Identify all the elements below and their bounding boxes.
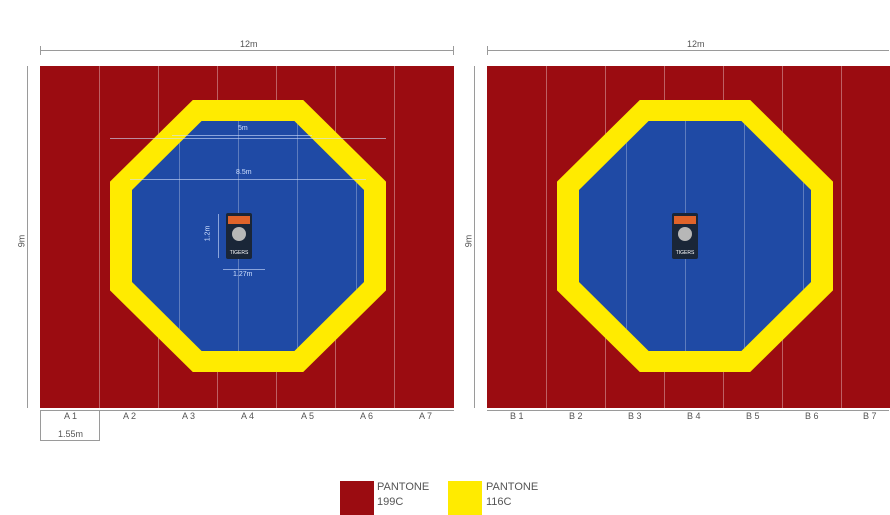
logo-text: TIGERS [229,250,249,256]
logo-banner [228,216,250,224]
strip-label: B 5 [746,411,760,421]
strip-label: A 3 [182,411,196,421]
strip-label: B 6 [805,411,819,421]
inner-dimension-line [110,138,386,139]
strip-label: B 4 [687,411,701,421]
inner-dimension-line [172,135,312,136]
court-panel-a: 5m 8.5m 1.2m 1.27m TIGERS [40,66,454,408]
legend-line1: PANTONE [486,481,539,493]
strip-label: B 3 [628,411,642,421]
logo-height-dimension: 1.2m [204,225,212,242]
strip-label: A 7 [419,411,433,421]
tigers-logo: TIGERS [226,213,252,259]
court-panel-b: TIGERS [487,66,890,408]
tiger-head-icon [678,227,692,241]
strip-divider [803,121,804,351]
width-label: 12m [240,39,258,49]
width-dimension-line [487,50,889,51]
strip-label: A 1 [64,411,78,421]
inner-top-dimension: 5m [238,125,248,132]
dimension-tick [487,46,488,55]
strip-width-line [40,440,100,441]
strip-divider [179,121,180,351]
logo-banner [674,216,696,224]
width-label: 12m [687,39,705,49]
strip-width-label: 1.55m [58,429,84,439]
height-dimension-line [474,66,475,408]
strip-label: B 7 [863,411,877,421]
legend-swatch-199c [340,481,374,515]
strip-label: A 6 [360,411,374,421]
strip-label: A 4 [241,411,255,421]
strip-divider [546,66,547,408]
legend-line2: 199C [377,496,404,508]
tiger-head-icon [232,227,246,241]
strip-label: B 1 [510,411,524,421]
width-dimension-line [40,50,454,51]
strip-width-tick [40,411,41,441]
strip-label: B 2 [569,411,583,421]
dimension-tick [453,46,454,55]
legend-swatch-116c [448,481,482,515]
legend-line2: 116C [486,496,512,508]
strip-label-line [487,410,889,411]
height-label: 9m [16,234,27,248]
strip-divider [297,121,298,351]
legend-label-199c: PANTONE 199C [377,480,429,510]
strip-divider [626,121,627,351]
inner-dimension-line [130,179,366,180]
height-label: 9m [463,234,474,248]
strip-divider [99,66,100,408]
inner-mid-dimension: 8.5m [236,169,252,176]
strip-divider [744,121,745,351]
dimension-tick [40,46,41,55]
strip-label: A 2 [123,411,137,421]
legend-label-116c: PANTONE 116C [486,480,538,510]
strip-divider [841,66,842,408]
strip-label-line [40,410,454,411]
tigers-logo: TIGERS [672,213,698,259]
logo-height-line [218,214,219,258]
height-dimension-line [27,66,28,408]
logo-width-dimension: 1.27m [233,271,253,278]
legend-line1: PANTONE [377,481,430,493]
strip-label: A 5 [301,411,315,421]
logo-width-line [223,269,265,270]
strip-divider [356,121,357,351]
logo-text: TIGERS [675,250,695,256]
strip-divider [394,66,395,408]
strip-width-tick [99,411,100,441]
